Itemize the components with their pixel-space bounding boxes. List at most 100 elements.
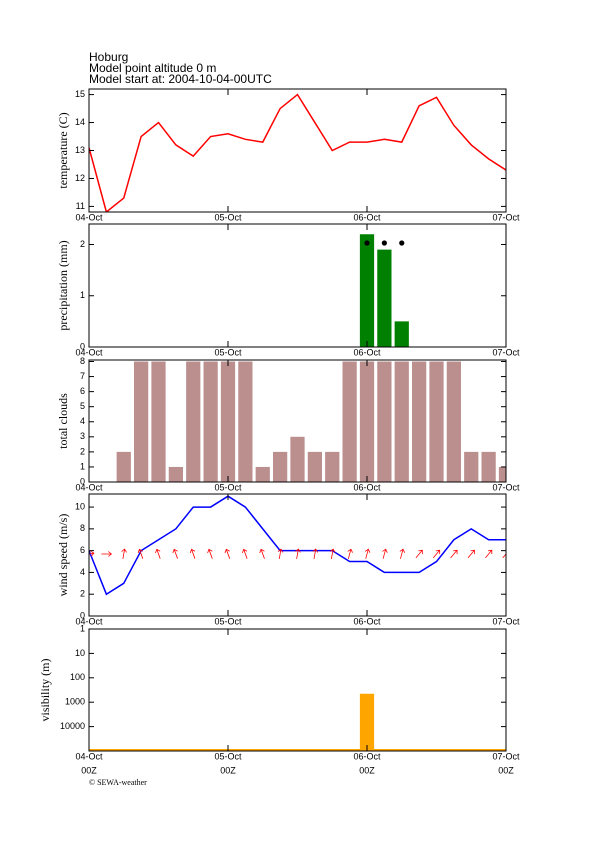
y-tick-label: 2 [80,589,85,599]
y-tick-label: 0 [80,476,85,486]
line [89,495,506,596]
y-tick-label: 2 [80,239,85,249]
precip-marker [381,240,387,246]
y-tick-label: 10 [75,648,85,658]
altitude: Model point altitude 0 m [89,61,216,75]
y-tick-label: 6 [80,386,85,396]
y-axis-label: total clouds [56,393,70,449]
arrow-shape [277,548,284,559]
bar [377,249,392,347]
x-tick-label: 06-Oct [353,482,381,492]
arrow-shape [259,548,265,559]
y-tick-label: 8 [80,356,85,366]
wind-arrow [137,548,144,559]
wind-arrow [467,549,475,559]
bar [307,451,322,482]
x-tick-label: 05-Oct [214,347,242,357]
wind-arrow [172,548,178,559]
arrow-shape [485,549,493,559]
wind-arrow [259,548,265,559]
y-axis-label: visibility (m) [38,658,52,721]
bar [290,436,305,482]
bar [220,361,236,482]
bar [446,361,461,482]
bar [168,466,183,482]
y-tick-label: 11 [76,201,85,211]
bar [134,361,149,482]
y-tick-label: 15 [75,89,85,99]
bar [325,451,340,482]
bar [464,451,479,482]
y-tick-label: 1 [80,623,85,633]
frame [88,493,507,617]
arrow-shape [121,548,127,559]
wind-arrow [224,548,231,559]
bar [377,361,392,482]
wind-arrow [432,549,441,559]
arrow-shape [137,548,144,559]
y-tick-label: 0 [80,610,85,620]
bar [394,361,409,482]
y-tick-label: 12 [75,173,85,183]
bar [481,451,496,482]
wind-arrow [450,549,458,559]
wind-arrow [207,548,213,559]
wind-arrow [277,548,284,559]
plot-area [116,361,506,482]
y-axis-label: wind speed (m/s) [56,514,70,597]
y-tick-label: 100 [70,672,85,682]
wind-arrow [485,549,493,559]
y-tick-label: 10 [75,501,85,511]
arrow-shape [89,550,95,557]
y-tick-label: 6 [80,545,85,555]
wind-arrow [101,551,112,557]
arrow-shape [101,551,112,557]
precip-marker [399,240,405,246]
bar [359,234,375,347]
arrow-shape [450,549,458,559]
station: Hoburg [89,50,128,64]
y-tick-label: 2 [80,446,85,456]
bar [498,466,506,482]
y-tick-label: 0 [80,341,85,351]
bar [429,361,444,482]
arrow-shape [329,548,336,559]
wind-arrow [189,548,196,559]
wind-arrow [89,550,95,557]
bar [255,466,270,482]
wind-arrow [241,548,248,559]
y-tick-label: 3 [80,431,85,441]
x-tick-label: 04-Oct [75,347,103,357]
x-tick-label: 06-Oct [353,616,381,626]
arrow-shape [415,549,423,559]
wind-arrow [155,548,161,559]
y-tick-label: 1 [80,461,85,471]
x-tick-sublabel: 00Z [498,765,514,775]
arrow-shape [241,548,248,559]
arrow-shape [382,548,388,559]
arrow-shape [155,548,161,559]
arrow-shape [502,549,506,559]
y-tick-label: 14 [75,117,85,127]
footer: © SEWA-weather [89,778,147,787]
x-tick-label: 04-Oct [75,751,103,761]
wind-arrow [364,548,371,559]
bar [342,361,357,482]
x-tick-label: 07-Oct [492,482,520,492]
bar [394,321,409,347]
wind-arrow [295,548,301,559]
frame [88,223,507,348]
x-tick-label: 04-Oct [75,482,103,492]
arrow-shape [467,549,475,559]
wind-arrow [347,548,353,559]
arrow-shape [172,548,178,559]
x-tick-label: 07-Oct [492,212,520,222]
bar [116,451,131,482]
bar [359,361,375,482]
y-tick-label: 4 [80,416,85,426]
frame [88,88,507,213]
arrow-shape [432,549,441,559]
wind-arrow [399,548,406,559]
x-tick-label: 07-Oct [492,347,520,357]
wind-arrow [329,548,336,559]
